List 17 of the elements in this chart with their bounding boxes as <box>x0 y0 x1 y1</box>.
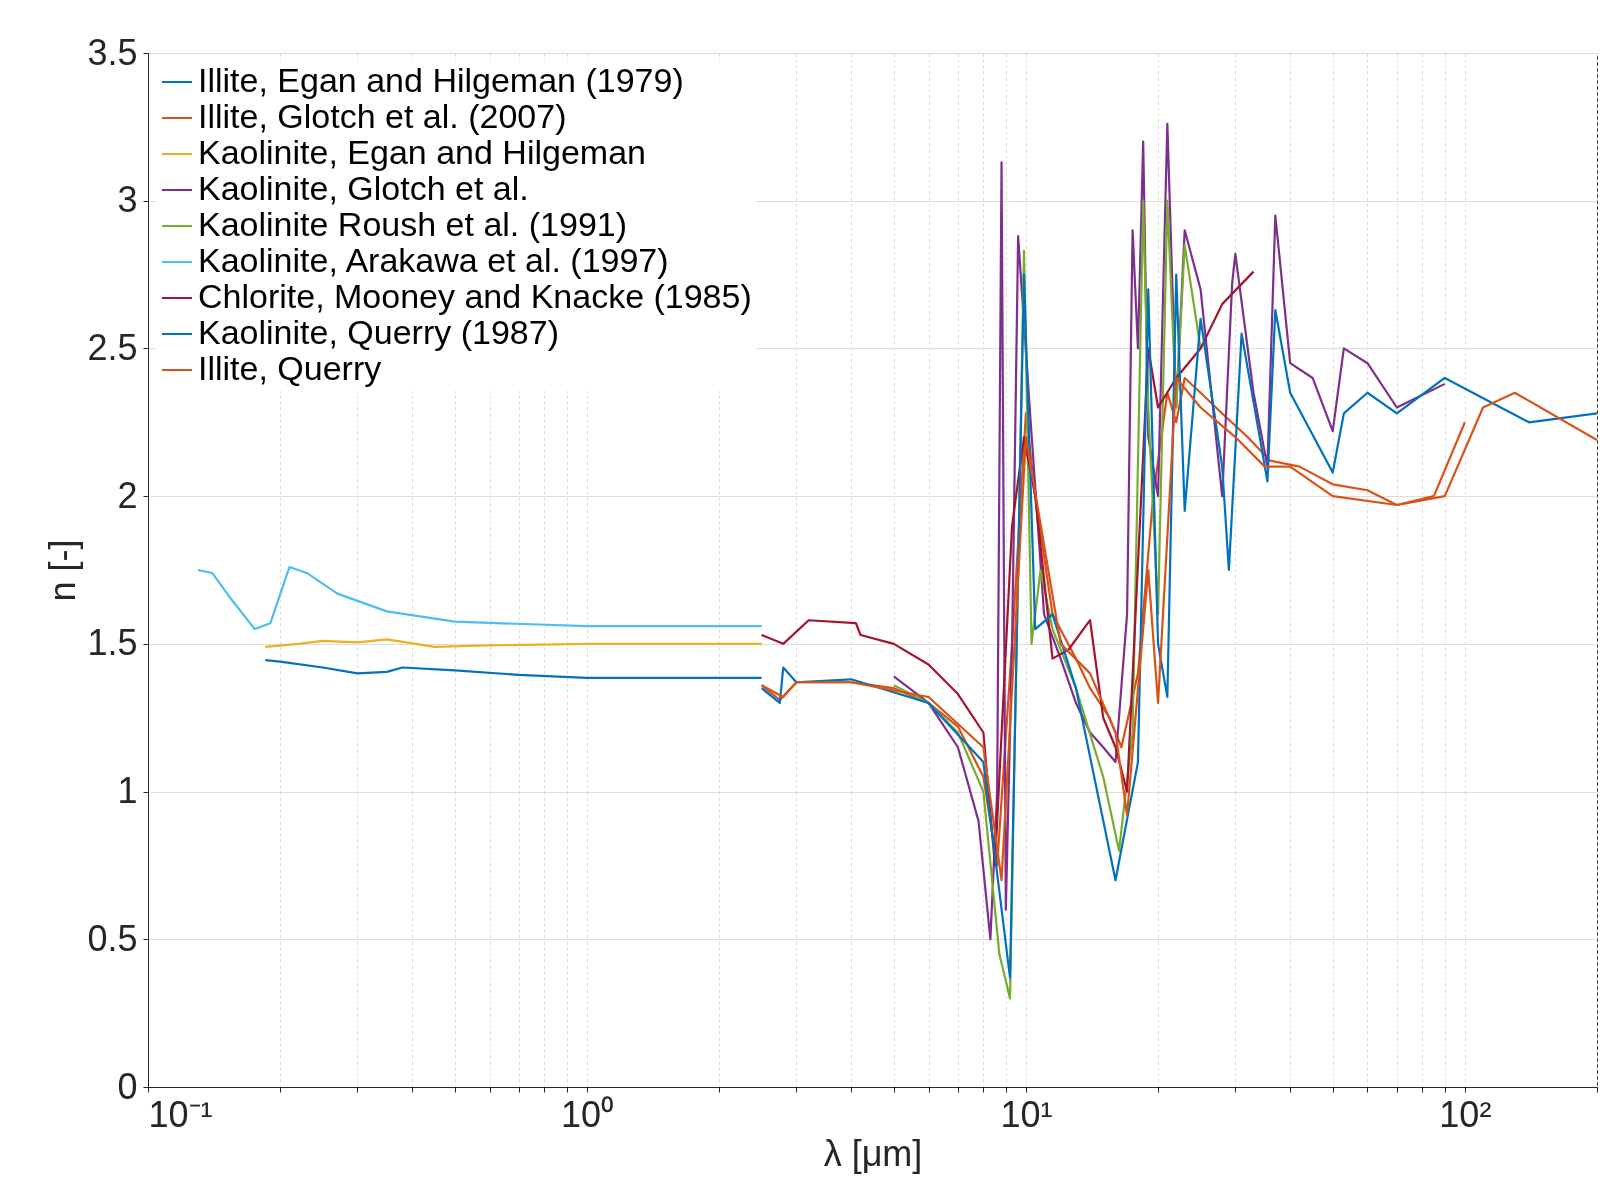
y-tick-label: 2 <box>117 474 138 516</box>
x-axis-title: λ [μm] <box>823 1132 923 1174</box>
y-tick-label: 1 <box>117 770 138 812</box>
y-tick-label: 0 <box>117 1065 138 1107</box>
x-tick-label: 10² <box>1439 1093 1492 1135</box>
x-tick-label: 10⁻¹ <box>148 1093 213 1135</box>
y-tick-label: 2.5 <box>87 326 138 368</box>
legend-label: Illite, Querry <box>198 349 382 387</box>
x-tick-label: 10⁰ <box>560 1093 614 1135</box>
y-tick-label: 3 <box>117 179 138 221</box>
y-axis-title: n [-] <box>42 539 84 602</box>
y-tick-label: 1.5 <box>87 622 138 664</box>
legend-label: Illite, Egan and Hilgeman (1979) <box>198 61 684 99</box>
x-tick-label: 10¹ <box>1000 1093 1053 1135</box>
legend-label: Kaolinite Roush et al. (1991) <box>198 205 628 243</box>
y-tick-label: 3.5 <box>87 31 138 73</box>
y-tick-label: 0.5 <box>87 917 138 959</box>
